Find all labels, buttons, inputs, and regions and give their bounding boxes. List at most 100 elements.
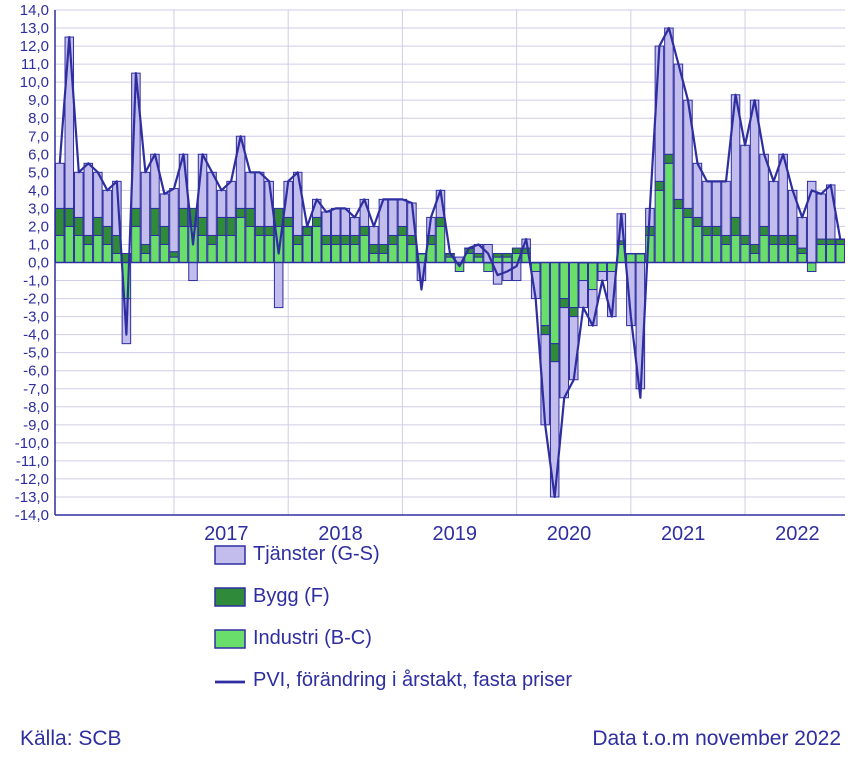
bar-tjanster (836, 239, 845, 240)
bar-industri (351, 244, 360, 262)
bar-tjanster (579, 281, 588, 308)
bar-industri (227, 235, 236, 262)
bar-industri (151, 235, 160, 262)
y-tick-label: 12,0 (20, 38, 49, 55)
bar-tjanster (398, 199, 407, 226)
bar-bygg (84, 235, 93, 244)
bar-industri (312, 226, 321, 262)
bar-bygg (160, 226, 169, 244)
y-tick-label: -11,0 (16, 453, 49, 470)
bar-industri (569, 263, 578, 308)
bar-industri (160, 244, 169, 262)
bar-bygg (75, 217, 84, 235)
bar-industri (255, 235, 264, 262)
x-tick-label: 2019 (433, 523, 478, 545)
bar-bygg (655, 181, 664, 190)
bar-industri (341, 244, 350, 262)
legend-swatch (215, 546, 245, 564)
x-tick-label: 2021 (661, 523, 706, 545)
y-tick-label: -8,0 (23, 399, 49, 416)
bar-industri (379, 253, 388, 262)
bar-bygg (826, 239, 835, 244)
bar-tjanster (674, 64, 683, 199)
bar-industri (693, 226, 702, 262)
source-text: Källa: SCB (20, 727, 122, 750)
date-range-text: Data t.o.m november 2022 (592, 727, 841, 750)
bar-industri (322, 244, 331, 262)
bar-tjanster (712, 181, 721, 226)
bar-bygg (541, 326, 550, 335)
bar-bygg (674, 199, 683, 208)
bar-industri (741, 244, 750, 262)
bar-bygg (693, 217, 702, 226)
bar-bygg (284, 217, 293, 226)
y-tick-label: 2,0 (28, 218, 49, 235)
bar-bygg (389, 235, 398, 244)
y-tick-label: 10,0 (20, 74, 49, 91)
bar-industri (408, 244, 417, 262)
y-tick-label: 14,0 (20, 2, 49, 19)
bar-bygg (246, 208, 255, 226)
bar-tjanster (208, 172, 217, 235)
bar-bygg (750, 244, 759, 253)
bar-industri (674, 208, 683, 262)
bar-tjanster (170, 189, 179, 252)
bar-industri (550, 263, 559, 344)
y-tick-label: -13,0 (15, 489, 49, 506)
bar-industri (788, 244, 797, 262)
legend-label: Bygg (F) (253, 585, 330, 607)
bar-bygg (351, 235, 360, 244)
bar-tjanster (370, 226, 379, 244)
bar-bygg (379, 244, 388, 253)
bar-industri (389, 244, 398, 262)
bar-tjanster (56, 163, 65, 208)
bar-tjanster (560, 308, 569, 398)
y-tick-label: -2,0 (23, 291, 49, 308)
bar-industri (75, 235, 84, 262)
bar-tjanster (351, 217, 360, 235)
y-tick-label: -3,0 (23, 309, 49, 326)
bar-tjanster (798, 217, 807, 248)
bar-industri (103, 244, 112, 262)
bar-bygg (103, 226, 112, 244)
bar-industri (208, 244, 217, 262)
bar-tjanster (141, 172, 150, 244)
bar-bygg (56, 208, 65, 235)
bar-bygg (817, 239, 826, 244)
y-tick-label: -9,0 (23, 417, 49, 434)
bar-bygg (627, 253, 636, 254)
bar-industri (436, 226, 445, 262)
chart-svg: -14,0-13,0-12,0-11,0-10,0-9,0-8,0-7,0-6,… (0, 0, 861, 759)
bar-industri (798, 253, 807, 262)
bar-industri (655, 190, 664, 262)
bar-industri (236, 217, 245, 262)
y-tick-label: 4,0 (28, 182, 49, 199)
x-tick-label: 2020 (547, 523, 592, 545)
bar-bygg (198, 217, 207, 235)
bar-tjanster (769, 181, 778, 235)
bar-industri (769, 244, 778, 262)
bar-tjanster (569, 317, 578, 380)
bar-bygg (360, 226, 369, 235)
bar-bygg (227, 217, 236, 235)
bar-tjanster (741, 145, 750, 235)
y-tick-label: 5,0 (28, 164, 49, 181)
bar-bygg (332, 235, 341, 244)
bar-industri (246, 226, 255, 262)
y-tick-label: 1,0 (28, 236, 49, 253)
bar-industri (807, 263, 816, 272)
bar-industri (541, 263, 550, 326)
bar-bygg (779, 235, 788, 244)
bar-bygg (65, 208, 74, 226)
y-tick-label: -7,0 (23, 381, 49, 398)
legend-label: Tjänster (G-S) (253, 543, 380, 565)
bar-industri (826, 244, 835, 262)
y-tick-label: -10,0 (15, 435, 49, 452)
x-tick-label: 2018 (318, 523, 363, 545)
bar-bygg (760, 226, 769, 235)
bar-bygg (255, 226, 264, 235)
bar-industri (750, 253, 759, 262)
bar-industri (503, 257, 512, 262)
bar-bygg (179, 208, 188, 226)
bar-bygg (493, 253, 502, 257)
